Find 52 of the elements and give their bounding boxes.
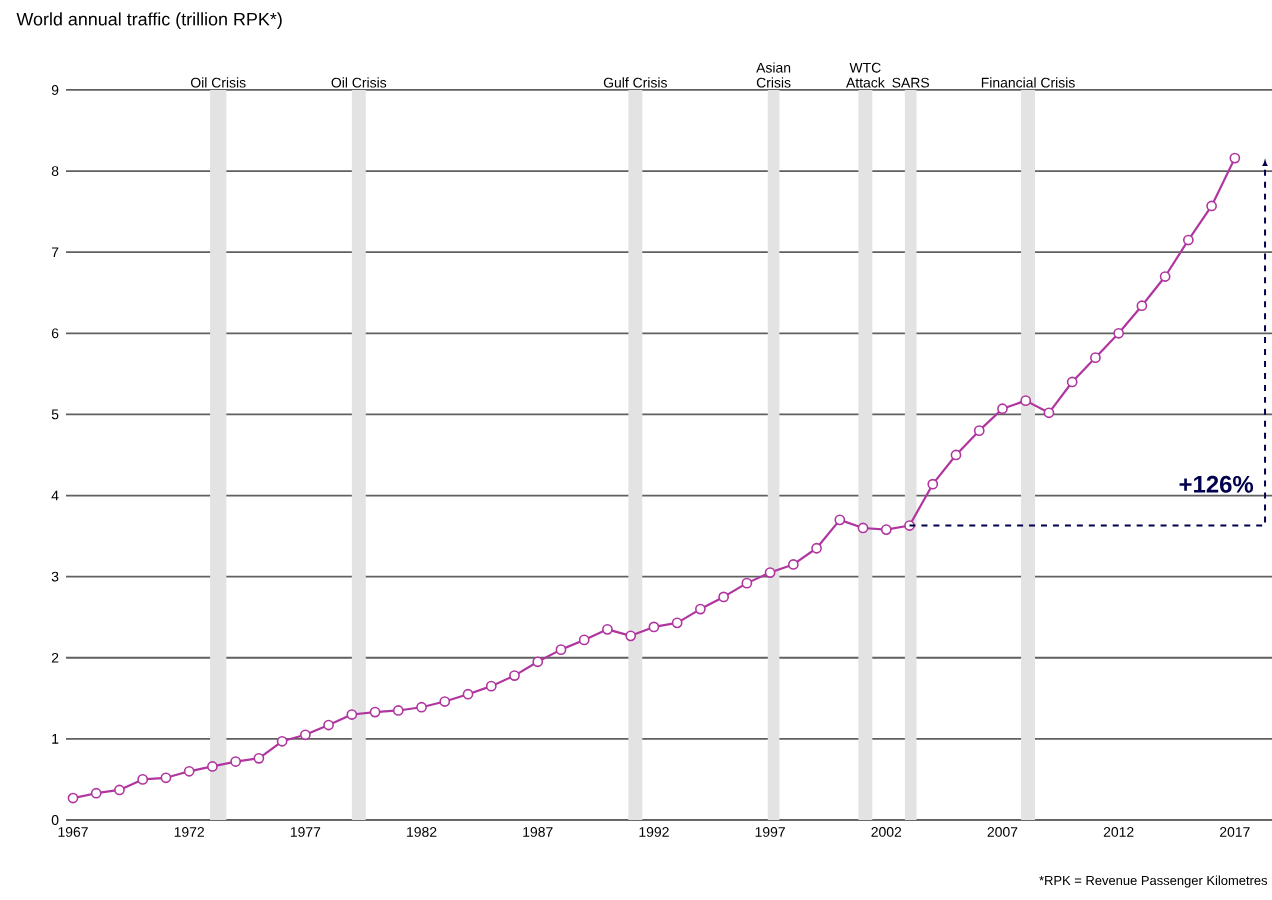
point (602, 623, 613, 635)
point (741, 577, 753, 589)
point (67, 792, 79, 804)
point (1182, 234, 1194, 246)
point (253, 752, 265, 764)
point (834, 514, 846, 526)
point (114, 784, 125, 796)
point (625, 630, 637, 642)
point (532, 656, 544, 668)
point (462, 688, 474, 700)
point (1066, 376, 1078, 388)
point (811, 542, 822, 554)
point (1090, 352, 1101, 364)
point (1206, 200, 1217, 212)
point (416, 701, 427, 713)
point (392, 705, 404, 716)
point (997, 403, 1008, 415)
annotation: +126% (1179, 475, 1254, 493)
point (1043, 407, 1055, 419)
point (1159, 271, 1171, 282)
point (764, 567, 776, 578)
point (439, 696, 451, 707)
point (276, 735, 288, 747)
point (695, 603, 706, 615)
point (718, 591, 730, 603)
point (1113, 327, 1125, 339)
point (880, 524, 892, 535)
chart-title: World annual traffic (trillion RPK*) (16, 12, 282, 30)
point (485, 680, 497, 692)
point (555, 644, 567, 656)
point (369, 706, 381, 718)
point (648, 621, 660, 633)
point (299, 729, 311, 741)
point (950, 449, 962, 461)
point (787, 559, 799, 570)
point (1229, 152, 1241, 164)
point (509, 670, 520, 681)
point (230, 756, 242, 767)
point (90, 787, 102, 799)
point (857, 522, 869, 534)
point (973, 425, 985, 437)
point (346, 709, 358, 720)
point (160, 772, 172, 784)
point (1136, 300, 1148, 312)
point (207, 761, 218, 772)
point (671, 617, 683, 629)
point (137, 774, 149, 785)
point (1020, 395, 1032, 407)
point (183, 765, 195, 777)
point (578, 634, 590, 646)
point (323, 719, 334, 731)
point (927, 478, 939, 490)
